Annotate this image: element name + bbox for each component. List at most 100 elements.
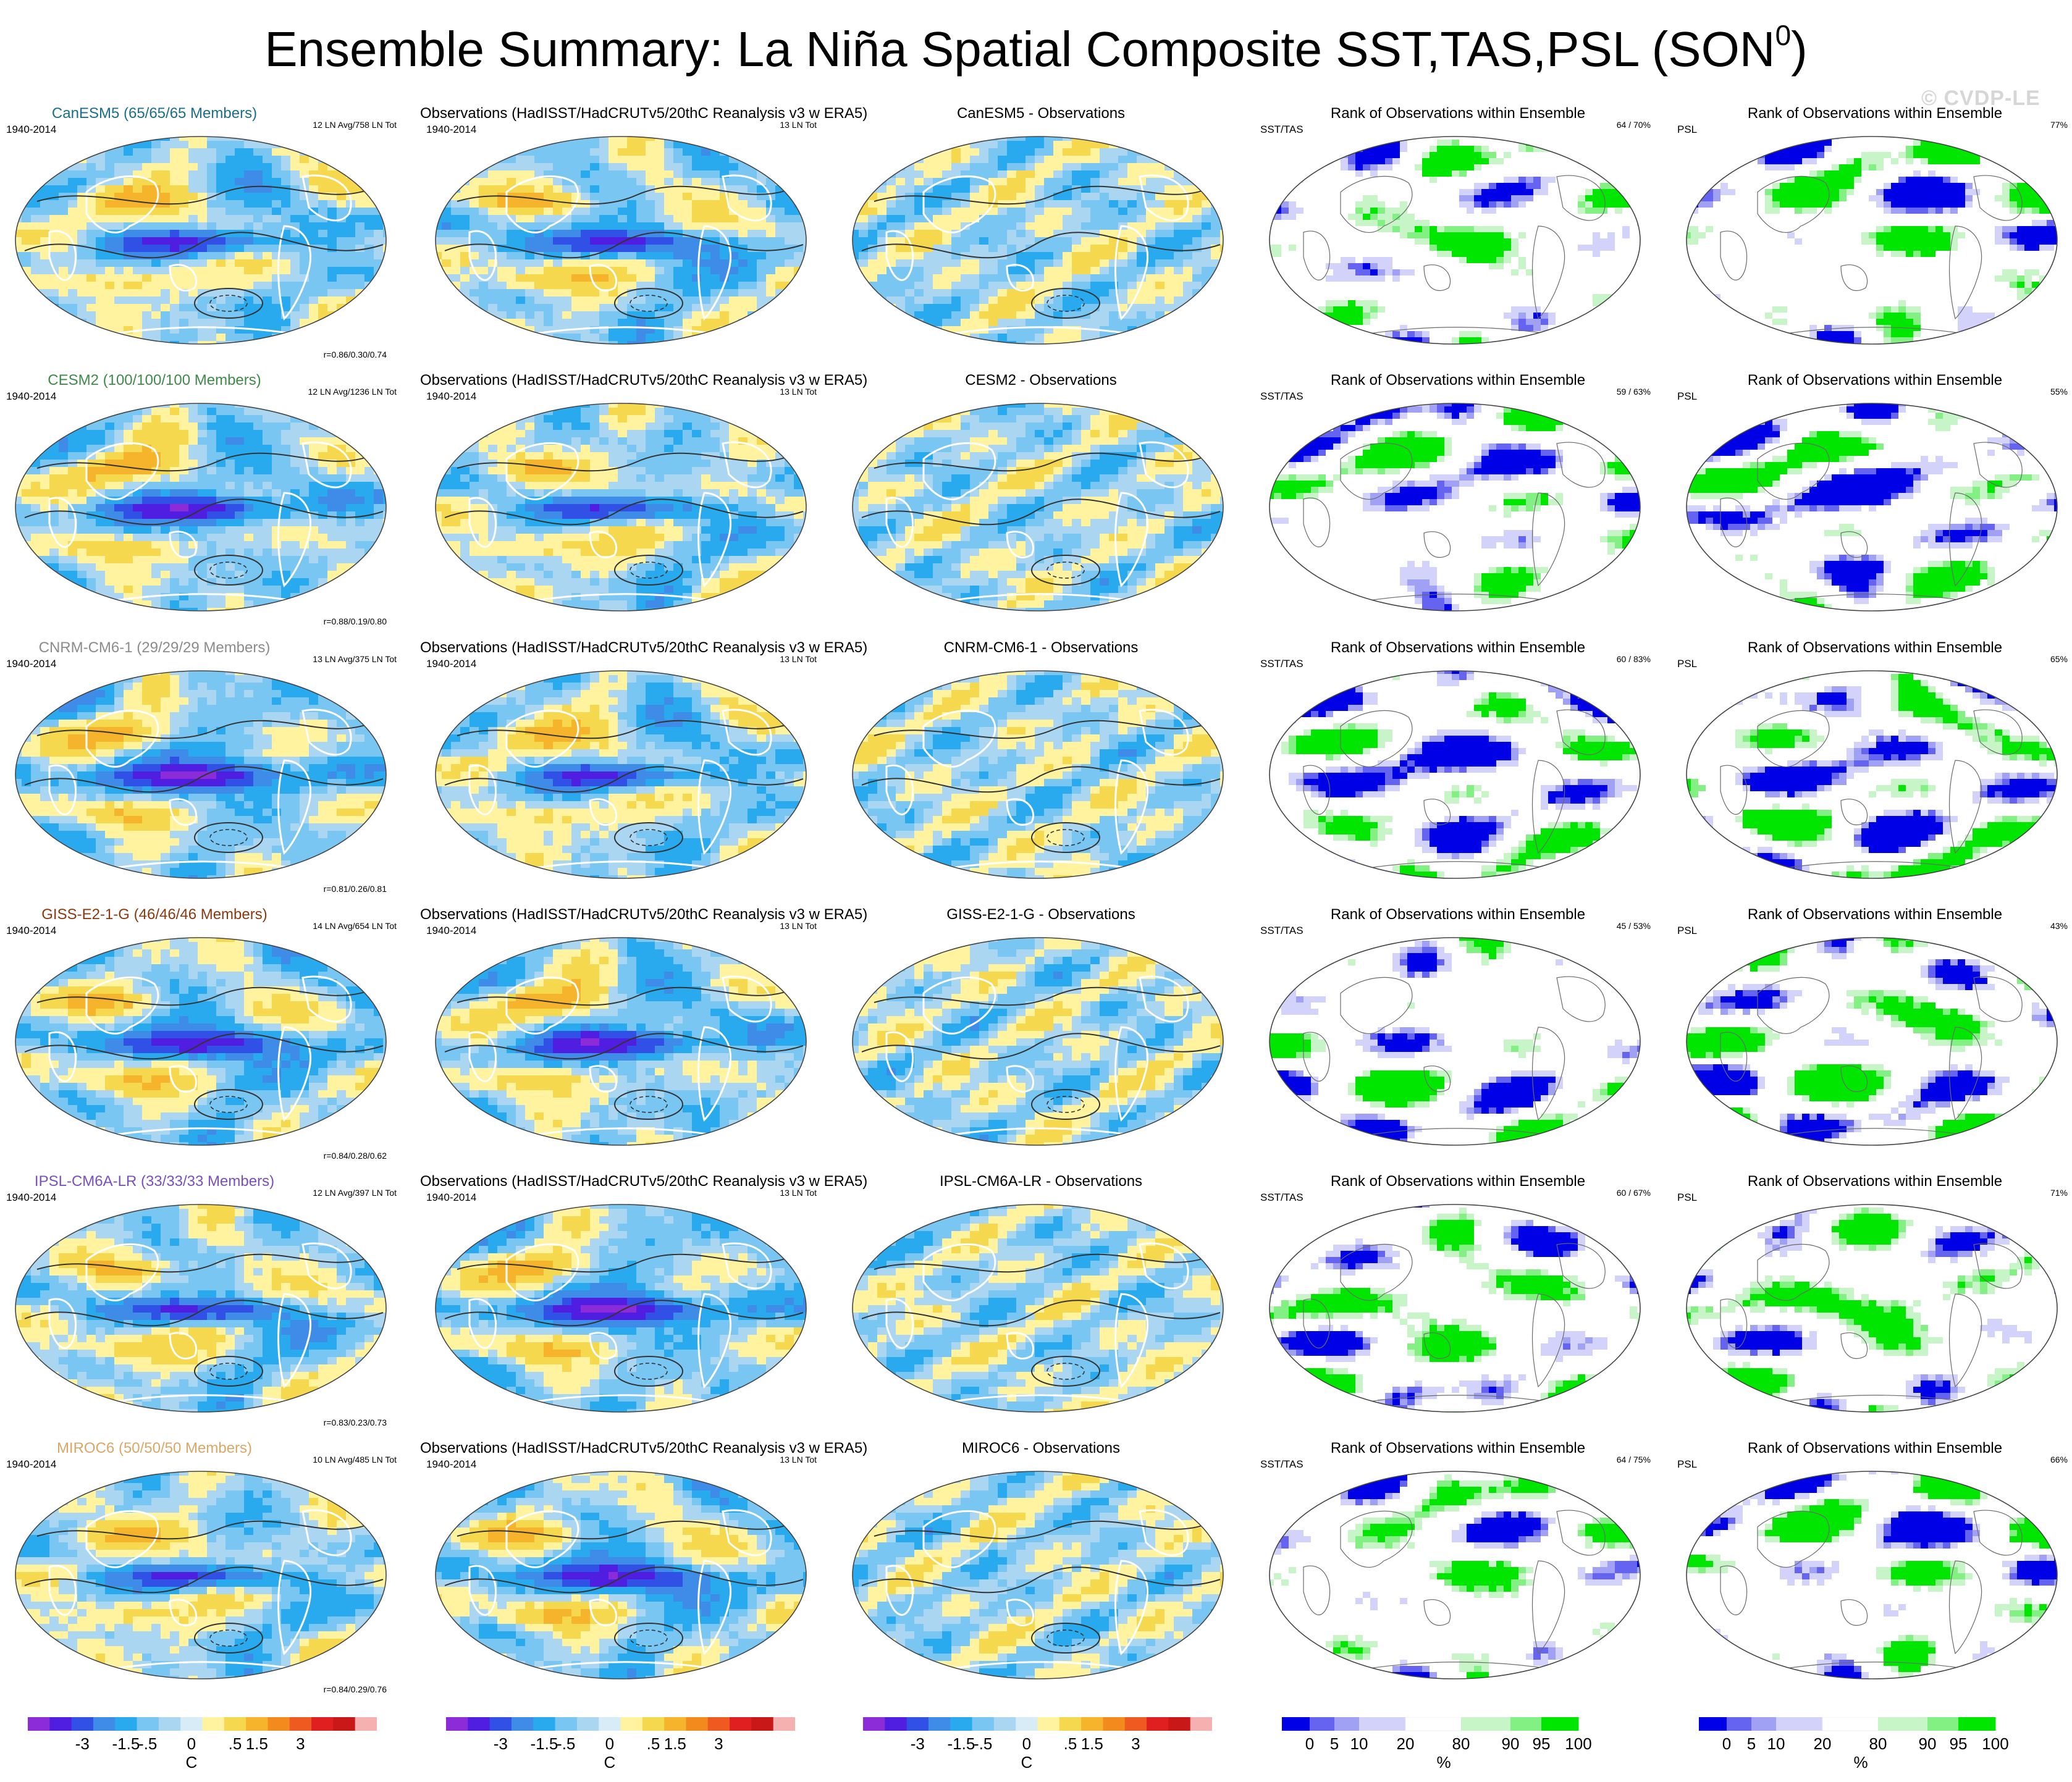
map-field xyxy=(853,1204,1223,1412)
panel-right-label: 12 LN Avg/758 LN Tot xyxy=(313,120,397,130)
temperature-colorbar: -3 -1.5-.5 0 .5 1.5 3 C xyxy=(446,1717,795,1771)
difference-panel: IPSL-CM6A-LR - Observations xyxy=(837,1173,1245,1440)
colorbar-bin xyxy=(1103,1717,1126,1731)
model-composite-panel: IPSL-CM6A-LR (33/33/33 Members) 1940-2014… xyxy=(0,1173,408,1440)
observations-panel: Observations (HadISST/HadCRUTv5/20thC Re… xyxy=(420,372,867,639)
rank-sst-tas-panel: Rank of Observations within Ensemble SST/… xyxy=(1254,105,1662,372)
colorbar-bin xyxy=(115,1717,138,1731)
map-outline xyxy=(852,1471,1224,1679)
panel-title: IPSL-CM6A-LR - Observations xyxy=(837,1173,1245,1190)
colorbar-tick-label: 90 xyxy=(1919,1734,1937,1753)
panel-left-label: PSL xyxy=(1677,658,1697,670)
colorbar-bin xyxy=(1822,1717,1879,1731)
map-obs xyxy=(435,937,807,1146)
observations-panel: Observations (HadISST/HadCRUTv5/20thC Re… xyxy=(420,1440,867,1707)
difference-panel: CanESM5 - Observations xyxy=(837,105,1245,372)
colorbar-bin xyxy=(773,1717,795,1731)
panel-title: Rank of Observations within Ensemble xyxy=(1254,639,1662,657)
panel-title: Rank of Observations within Ensemble xyxy=(1671,105,2072,122)
colorbar-bin xyxy=(355,1717,377,1731)
panel-title: GISS-E2-1-G (46/46/46 Members) xyxy=(0,906,358,923)
map-outline xyxy=(1686,937,2058,1146)
map-model xyxy=(15,670,387,879)
panel-left-label: SST/TAS xyxy=(1260,1458,1303,1471)
map-field xyxy=(15,1471,386,1679)
colorbar-tick-label: 1.5 xyxy=(664,1734,686,1753)
map-field xyxy=(1270,403,1640,611)
pattern-correlation: r=0.88/0.19/0.80 xyxy=(324,616,387,626)
colorbar-bin xyxy=(1359,1717,1406,1731)
colorbar-tick-label: .5 xyxy=(229,1734,242,1753)
observations-panel: Observations (HadISST/HadCRUTv5/20thC Re… xyxy=(420,1173,867,1440)
panel-title: Observations (HadISST/HadCRUTv5/20thC Re… xyxy=(420,1440,867,1457)
colorbar-bin xyxy=(993,1717,1016,1731)
panel-right-label: 12 LN Avg/1236 LN Tot xyxy=(308,387,397,397)
rank-colorbar: 0 5 10 20 80 90 95 100% xyxy=(1282,1717,1592,1771)
colorbar-bin xyxy=(928,1717,951,1731)
difference-panel: CESM2 - Observations xyxy=(837,372,1245,639)
map-field xyxy=(853,671,1223,878)
map-outline xyxy=(852,403,1224,612)
panel-title: Rank of Observations within Ensemble xyxy=(1671,639,2072,657)
panel-left-label: 1940-2014 xyxy=(426,925,476,937)
panel-right-label: 43% xyxy=(2050,921,2068,931)
rank-psl-panel: Rank of Observations within Ensemble PSL 7… xyxy=(1671,1173,2072,1440)
colorbar-tick-label: -1.5 xyxy=(948,1734,975,1753)
colorbar-bin xyxy=(158,1717,181,1731)
colorbar-bin xyxy=(49,1717,72,1731)
map-outline xyxy=(1269,1204,1641,1413)
colorbar-tick-label: -3 xyxy=(494,1734,508,1753)
map-model xyxy=(15,1471,387,1679)
difference-panel: CNRM-CM6-1 - Observations xyxy=(837,639,1245,906)
map-field xyxy=(1687,938,2057,1145)
panel-title: CanESM5 (65/65/65 Members) xyxy=(0,105,358,122)
panel-right-label: 64 / 75% xyxy=(1617,1455,1651,1465)
panel-right-label: 13 LN Avg/375 LN Tot xyxy=(313,654,397,664)
map-field xyxy=(15,1204,386,1412)
panel-title: CESM2 - Observations xyxy=(837,372,1245,389)
map-diff xyxy=(852,670,1224,879)
colorbar-bin xyxy=(906,1717,929,1731)
panel-right-label: 60 / 83% xyxy=(1617,654,1651,664)
panel-left-label: PSL xyxy=(1677,1192,1697,1204)
map-field xyxy=(1270,1471,1640,1679)
colorbar-bin xyxy=(1334,1717,1360,1731)
colorbar-bin xyxy=(1958,1717,1996,1731)
panel-title: CNRM-CM6-1 (29/29/29 Members) xyxy=(0,639,358,657)
panel-left-label: SST/TAS xyxy=(1260,658,1303,670)
observations-panel: Observations (HadISST/HadCRUTv5/20thC Re… xyxy=(420,639,867,906)
colorbar-tick-label: 90 xyxy=(1502,1734,1520,1753)
colorbar-bin xyxy=(950,1717,973,1731)
model-composite-panel: CNRM-CM6-1 (29/29/29 Members) 1940-2014 13… xyxy=(0,639,408,906)
map-outline xyxy=(435,403,807,612)
panel-title: Rank of Observations within Ensemble xyxy=(1671,372,2072,389)
colorbar-bin xyxy=(289,1717,312,1731)
panel-title: IPSL-CM6A-LR (33/33/33 Members) xyxy=(0,1173,358,1190)
colorbar-bin xyxy=(707,1717,730,1731)
colorbar-tick-label: 80 xyxy=(1869,1734,1887,1753)
map-diff xyxy=(852,1204,1224,1413)
colorbar-bin xyxy=(642,1717,665,1731)
map-field xyxy=(1270,1204,1640,1412)
panel-title: MIROC6 (50/50/50 Members) xyxy=(0,1440,358,1457)
colorbar-bin xyxy=(1510,1717,1542,1731)
map-outline xyxy=(435,1204,807,1413)
colorbar-bin xyxy=(863,1717,885,1731)
map-field xyxy=(436,1204,806,1412)
colorbar-tick-label: 80 xyxy=(1452,1734,1470,1753)
pattern-correlation: r=0.86/0.30/0.74 xyxy=(324,350,387,359)
panel-right-label: 65% xyxy=(2050,654,2068,664)
panel-title: Observations (HadISST/HadCRUTv5/20thC Re… xyxy=(420,906,867,923)
colorbar-tick-label: 3 xyxy=(296,1734,305,1753)
map-outline xyxy=(15,1204,387,1413)
map-rank-sst xyxy=(1269,937,1641,1146)
colorbar-bin xyxy=(576,1717,599,1731)
pattern-correlation: r=0.81/0.26/0.81 xyxy=(324,884,387,894)
colorbar-bin xyxy=(1751,1717,1777,1731)
map-rank-sst xyxy=(1269,670,1641,879)
panel-left-label: 1940-2014 xyxy=(426,658,476,670)
map-field xyxy=(436,137,806,344)
panel-right-label: 60 / 67% xyxy=(1617,1188,1651,1198)
temperature-colorbar: -3 -1.5-.5 0 .5 1.5 3 C xyxy=(28,1717,377,1771)
map-field xyxy=(15,938,386,1145)
